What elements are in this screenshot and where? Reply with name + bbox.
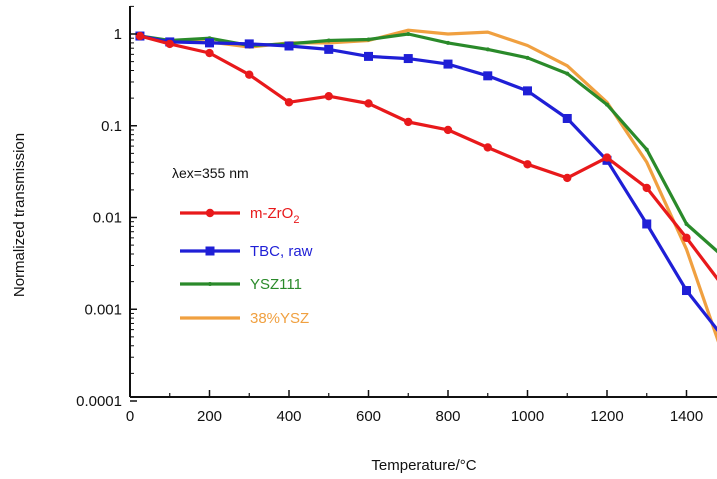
legend-swatch-marker (205, 246, 215, 256)
data-point (642, 183, 651, 193)
y-tick-label: 0.1 (101, 118, 122, 135)
legend-swatch-marker (205, 208, 215, 218)
data-point (682, 233, 691, 243)
data-point (605, 102, 609, 107)
data-point (284, 98, 294, 107)
x-tick-label: 0 (126, 408, 134, 425)
x-tick-label: 400 (276, 408, 301, 425)
y-tick-label: 0.0001 (76, 393, 122, 410)
data-point (565, 71, 570, 76)
data-point (443, 59, 453, 69)
data-point (523, 160, 532, 169)
data-point (406, 32, 411, 36)
data-point (403, 54, 413, 64)
data-point (563, 173, 572, 183)
data-point (165, 39, 174, 49)
data-point (205, 38, 214, 48)
legend-item: m-ZrO2 (180, 205, 299, 226)
series-line (139, 34, 717, 281)
y-tick-label: 1 (114, 26, 122, 43)
data-point (284, 41, 294, 51)
legend-item: YSZ111 (180, 276, 302, 293)
data-point (485, 47, 490, 52)
data-point (364, 51, 373, 61)
axes-layer (129, 6, 717, 398)
data-point (245, 70, 254, 79)
data-point (446, 40, 450, 45)
x-tick-label: 200 (197, 408, 222, 425)
data-point (366, 37, 371, 42)
data-point (523, 86, 532, 96)
legend: m-ZrO2 TBC, raw YSZ111 38%YSZ (180, 205, 313, 327)
ticks-layer: 0 200 400 600 800 1000 1200 1400 1 0.1 0.01 0.001 0.… (76, 5, 703, 425)
series-tbc-raw (135, 31, 717, 332)
data-point (404, 117, 413, 127)
wavelength-annotation: λex=355 nm (172, 165, 249, 181)
y-axis-title: Normalized transmission (11, 133, 28, 297)
y-tick-label: 0.01 (93, 210, 122, 227)
series-layer (135, 28, 717, 343)
x-tick-label: 1200 (590, 408, 623, 425)
data-point (244, 39, 254, 49)
data-point (135, 31, 145, 41)
data-point (562, 113, 572, 123)
series-line (139, 34, 717, 332)
legend-label: TBC, raw (250, 243, 313, 260)
legend-item: 38%YSZ (180, 310, 309, 327)
legend-item: TBC, raw (180, 243, 313, 260)
data-point (642, 219, 652, 229)
legend-label: m-ZrO2 (250, 205, 299, 226)
data-point (324, 91, 333, 101)
data-point (525, 55, 530, 60)
data-point (443, 125, 453, 135)
data-point (483, 143, 492, 152)
data-point (205, 48, 214, 58)
x-tick-label: 600 (356, 408, 381, 425)
x-tick-label: 1000 (511, 408, 544, 425)
data-point (644, 147, 649, 152)
legend-swatch-marker (208, 282, 212, 286)
data-point (684, 221, 689, 226)
data-point (324, 44, 334, 54)
x-axis-title: Temperature/°C (371, 457, 476, 474)
data-point (682, 286, 691, 296)
data-point (326, 38, 331, 43)
y-tick-label: 0.001 (84, 301, 122, 318)
data-point (602, 153, 612, 162)
legend-label: YSZ111 (250, 276, 302, 293)
data-point (483, 71, 493, 81)
x-tick-label: 800 (435, 408, 460, 425)
legend-label: 38%YSZ (250, 310, 309, 327)
data-point (364, 99, 373, 108)
series-m-zro2 (135, 31, 717, 281)
x-tick-label: 1400 (670, 408, 703, 425)
